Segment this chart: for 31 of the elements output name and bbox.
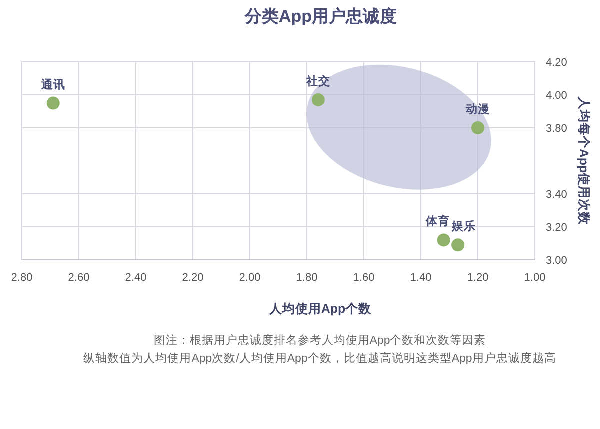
- text: 纵轴数值为人均使用App次数/人均使用App个数，比值越高说明这类型App用户忠诚度越高: [84, 351, 556, 365]
- x-tick-label: 1.40: [410, 272, 432, 284]
- y-tick-label: 3.40: [546, 189, 568, 201]
- x-tick-label: 1.80: [296, 272, 318, 284]
- y-tick-label: 4.20: [546, 57, 568, 69]
- y-tick-label: 4.00: [546, 90, 568, 102]
- annotation: 动漫: [465, 103, 490, 116]
- chart-title: 分类App用户忠诚度: [244, 7, 398, 26]
- annotation: 娱乐: [450, 219, 476, 234]
- y-tick-label: 3.20: [546, 222, 568, 234]
- x-tick-label: 2.40: [125, 272, 147, 284]
- y-tick-label: 3.80: [546, 123, 568, 135]
- x-tick-label: 1.60: [353, 272, 375, 284]
- text: 图注：根据用户忠诚度排名参考人均使用App个数和次数等因素: [154, 333, 486, 347]
- point: [437, 234, 450, 247]
- point: [312, 93, 325, 106]
- x-axis-title: 人均使用App个数: [268, 302, 373, 316]
- x-tick-label: 1.20: [467, 272, 489, 284]
- y-tick-label: 3.00: [546, 255, 568, 267]
- x-tick-label: 2.80: [11, 272, 33, 284]
- x-tick-label: 2.00: [239, 272, 261, 284]
- point: [472, 122, 484, 134]
- point: [452, 238, 465, 252]
- y-axis-title: 人均每个App使用次数: [577, 96, 591, 226]
- annotation: 体育: [424, 214, 450, 228]
- point: [46, 96, 60, 110]
- x-tick-label: 1.00: [524, 272, 546, 284]
- annotation: 通讯: [40, 77, 66, 92]
- x-tick-label: 2.20: [182, 272, 204, 284]
- annotation: 社交: [305, 74, 330, 88]
- x-tick-label: 2.60: [68, 272, 90, 284]
